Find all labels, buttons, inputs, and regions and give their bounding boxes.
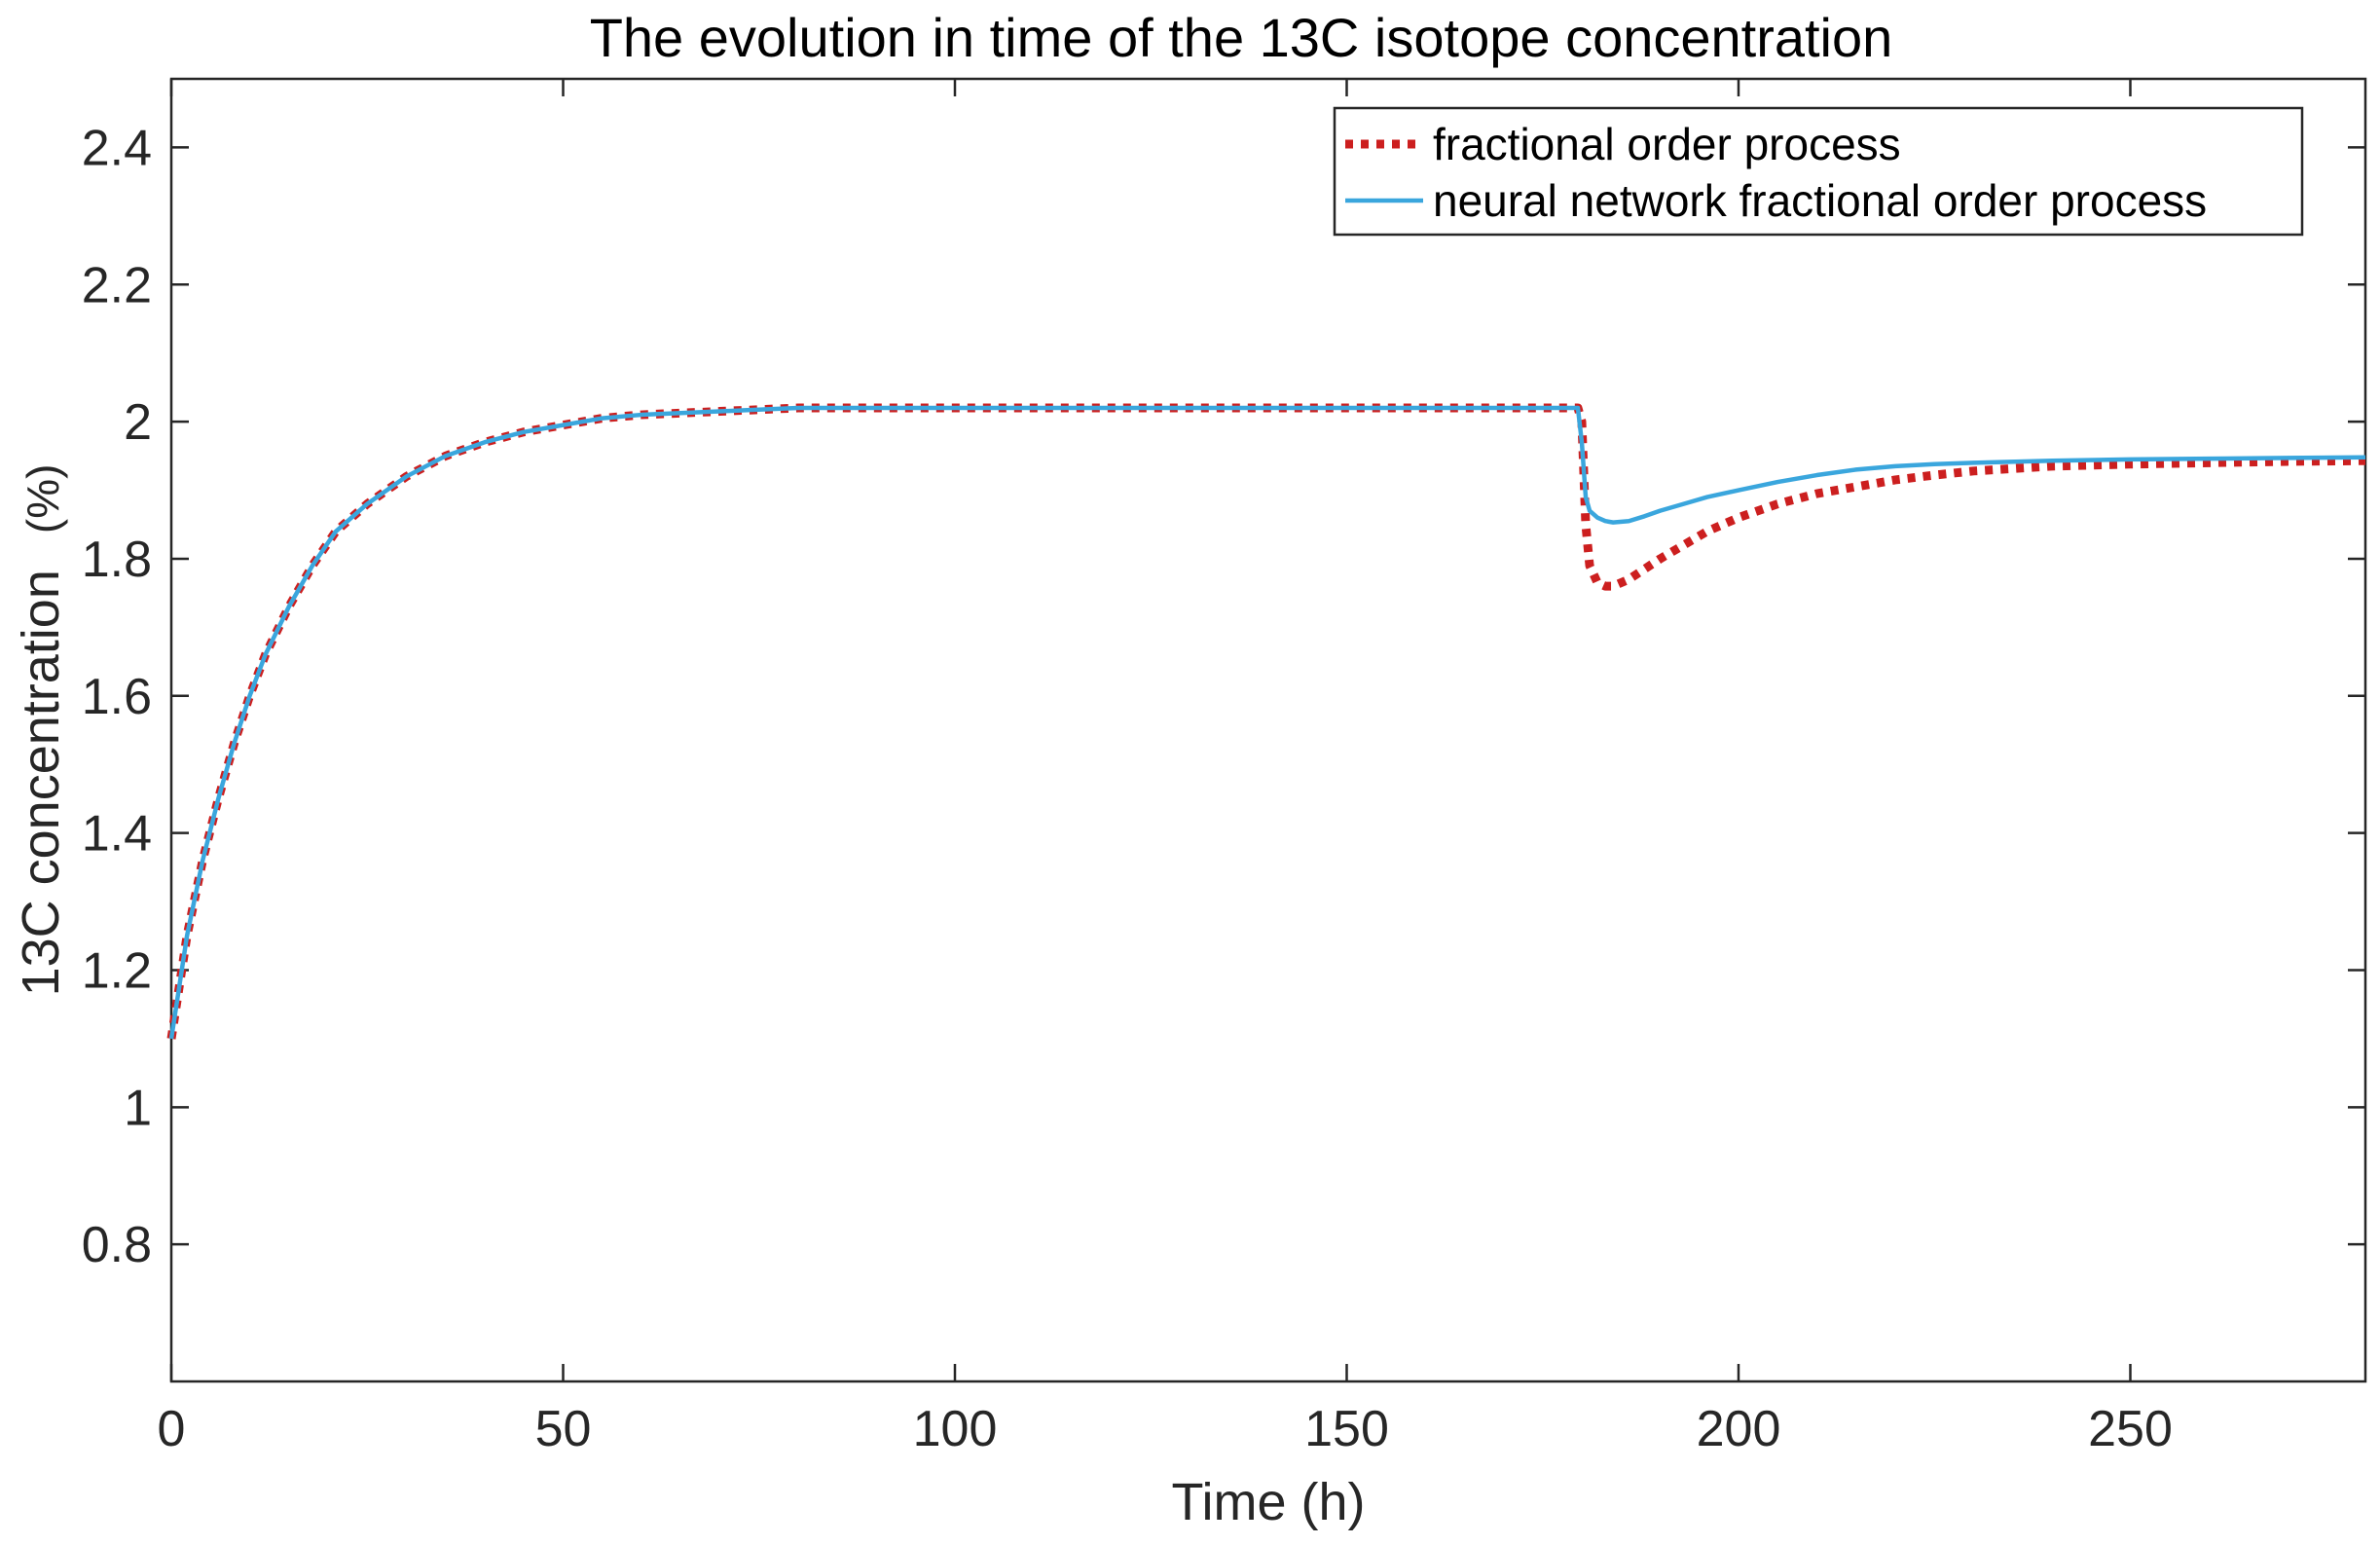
y-tick-label: 2 bbox=[124, 394, 152, 451]
legend-box bbox=[1333, 106, 2304, 237]
y-tick-label: 1 bbox=[124, 1080, 152, 1136]
y-axis-label-group: 13C concentration (%) bbox=[12, 464, 70, 997]
x-tick-label: 100 bbox=[913, 1401, 998, 1457]
legend-label-fractional: fractional order process bbox=[1433, 119, 1901, 169]
y-tick-label: 2.4 bbox=[82, 120, 152, 176]
plot-area bbox=[169, 77, 2367, 1383]
x-tick-label: 200 bbox=[1697, 1401, 1781, 1457]
legend: fractional order process neural network … bbox=[1333, 106, 2304, 237]
series-line-neural-network bbox=[168, 405, 2366, 1040]
y-tick-label: 1.6 bbox=[82, 669, 152, 725]
x-tick-label: 50 bbox=[535, 1401, 592, 1457]
x-tick-label: 0 bbox=[158, 1401, 186, 1457]
axis-ticks: 0 50 100 150 200 250 0.8 1 1.2 1.4 1.6 1.8 2 2.2 2.4 bbox=[82, 79, 2365, 1457]
x-tick-label: 150 bbox=[1304, 1401, 1389, 1457]
chart-title: The evolution in time of the 13C isotope… bbox=[590, 7, 1893, 68]
y-axis-label-text: 13C concentration bbox=[12, 570, 70, 996]
y-axis-label: 13C concentration (%) bbox=[12, 464, 70, 997]
x-tick-label: 250 bbox=[2088, 1401, 2173, 1457]
y-axis-label-unit: (%) bbox=[18, 464, 68, 534]
x-axis-label: Time (h) bbox=[1172, 1473, 1366, 1531]
y-tick-label: 2.2 bbox=[82, 257, 152, 313]
legend-label-neural: neural network fractional order process bbox=[1433, 175, 2207, 226]
series-lines bbox=[166, 403, 2366, 1040]
y-tick-label: 1.8 bbox=[82, 532, 152, 588]
y-tick-label: 1.2 bbox=[82, 942, 152, 999]
y-tick-label: 1.4 bbox=[82, 806, 152, 863]
y-tick-label: 0.8 bbox=[82, 1217, 152, 1273]
